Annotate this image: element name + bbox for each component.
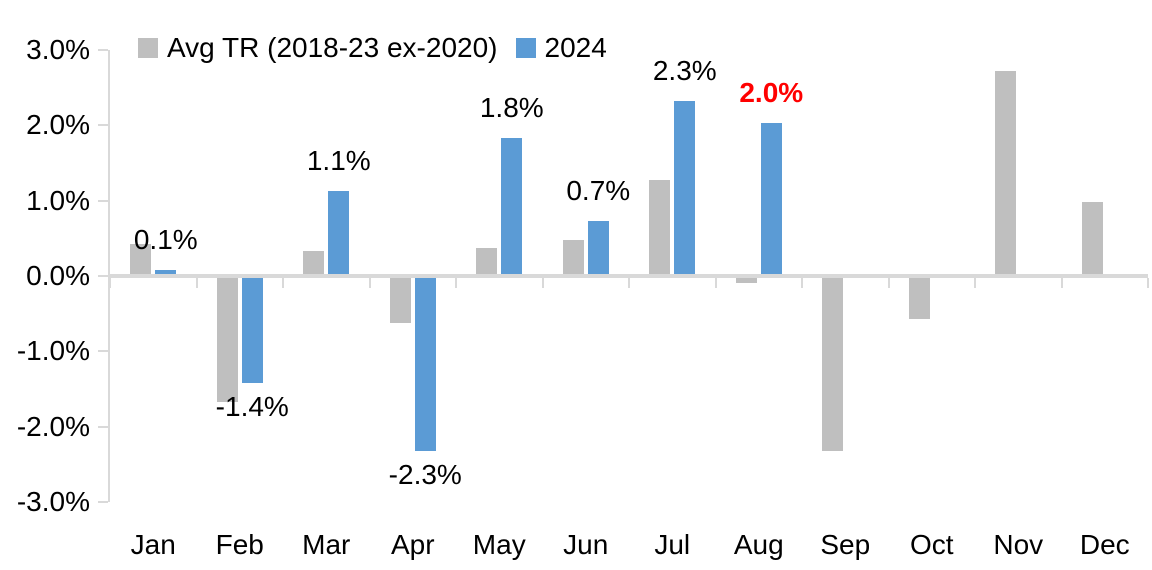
x-axis-tick: [195, 278, 198, 288]
x-category-label-may: May: [472, 529, 526, 560]
x-axis-tick: [1147, 278, 1149, 288]
data-label-jan: 0.1%: [133, 224, 198, 256]
bar-2024-feb: [241, 278, 263, 384]
x-category-label-jan: Jan: [130, 529, 176, 560]
x-axis-tick: [628, 278, 630, 288]
x-axis-tick: [455, 278, 457, 288]
x-category-label-nov: Nov: [993, 529, 1044, 560]
y-axis-tick: [98, 124, 108, 127]
y-axis-tick: [98, 500, 108, 503]
legend-item-avg-tr: Avg TR (2018-23 ex-2020): [138, 34, 498, 62]
x-axis-tick: [541, 278, 544, 288]
legend-item-2024: 2024: [515, 32, 607, 63]
y-axis-tick-label: 1.0%: [26, 184, 90, 216]
x-category-label-dec: Dec: [1079, 529, 1130, 560]
data-label-may: 1.8%: [479, 92, 544, 124]
x-axis-tick: [368, 278, 371, 288]
x-axis-tick: [109, 278, 111, 288]
y-axis-tick: [98, 350, 108, 353]
bar-avg-jan: [130, 243, 152, 274]
bar-avg-may: [476, 247, 498, 274]
bar-2024-jul: [674, 100, 696, 274]
x-axis-tick: [282, 278, 284, 288]
bar-2024-aug: [760, 123, 782, 274]
bar-avg-nov: [995, 70, 1017, 274]
bar-2024-mar: [328, 191, 350, 274]
bar-avg-mar: [303, 251, 325, 274]
x-axis-tick: [974, 278, 976, 288]
x-category-label-sep: Sep: [820, 529, 871, 560]
bar-avg-aug: [735, 278, 757, 284]
y-axis-tick-label: -3.0%: [16, 485, 90, 517]
data-label-mar: 1.1%: [306, 145, 371, 177]
legend-swatch-2024-icon: [515, 38, 536, 58]
y-axis-tick: [98, 49, 108, 51]
legend-label-avg-tr: Avg TR (2018-23 ex-2020): [167, 32, 498, 63]
bar-avg-jun: [562, 240, 584, 274]
chart-legend: Avg TR (2018-23 ex-2020) 2024: [138, 34, 607, 62]
bar-avg-apr: [389, 278, 411, 324]
x-category-label-feb: Feb: [215, 529, 264, 560]
data-label-jul: 2.3%: [652, 54, 717, 86]
x-axis-tick: [801, 278, 803, 288]
bar-2024-jan: [155, 270, 177, 274]
data-label-aug: 2.0%: [739, 77, 804, 109]
bar-2024-may: [501, 138, 523, 274]
x-category-label-oct: Oct: [909, 529, 954, 560]
y-axis-tick: [98, 199, 108, 202]
bar-avg-sep: [822, 278, 844, 452]
data-label-feb: -1.4%: [215, 391, 289, 423]
data-label-jun: 0.7%: [566, 175, 631, 207]
x-category-label-jul: Jul: [654, 529, 691, 560]
bar-2024-jun: [587, 221, 609, 274]
x-axis-tick: [887, 278, 890, 288]
x-axis-tick: [714, 278, 717, 288]
y-axis-tick-label: -2.0%: [16, 410, 90, 442]
bar-avg-jul: [649, 179, 671, 274]
legend-label-2024: 2024: [544, 32, 607, 63]
y-axis-tick: [98, 425, 108, 428]
bar-avg-feb: [216, 278, 238, 403]
x-category-label-jun: Jun: [563, 529, 609, 560]
y-axis-line: [108, 50, 110, 502]
y-axis-tick-label: 2.0%: [26, 109, 90, 141]
data-label-apr: -2.3%: [388, 459, 462, 491]
x-axis-tick: [1060, 278, 1063, 288]
bar-avg-dec: [1081, 202, 1103, 274]
bar-2024-apr: [414, 278, 436, 452]
y-axis-tick-label: -1.0%: [16, 335, 90, 367]
legend-swatch-avg-tr-icon: [138, 38, 158, 58]
x-axis-line: [110, 274, 1148, 278]
x-category-label-apr: Apr: [390, 529, 435, 560]
bar-avg-oct: [908, 278, 930, 320]
y-axis-tick-label: 0.0%: [26, 260, 90, 291]
y-axis-tick: [98, 275, 108, 277]
y-axis-tick-label: 3.0%: [26, 34, 90, 65]
x-category-label-mar: Mar: [302, 529, 351, 560]
x-category-label-aug: Aug: [733, 529, 784, 560]
